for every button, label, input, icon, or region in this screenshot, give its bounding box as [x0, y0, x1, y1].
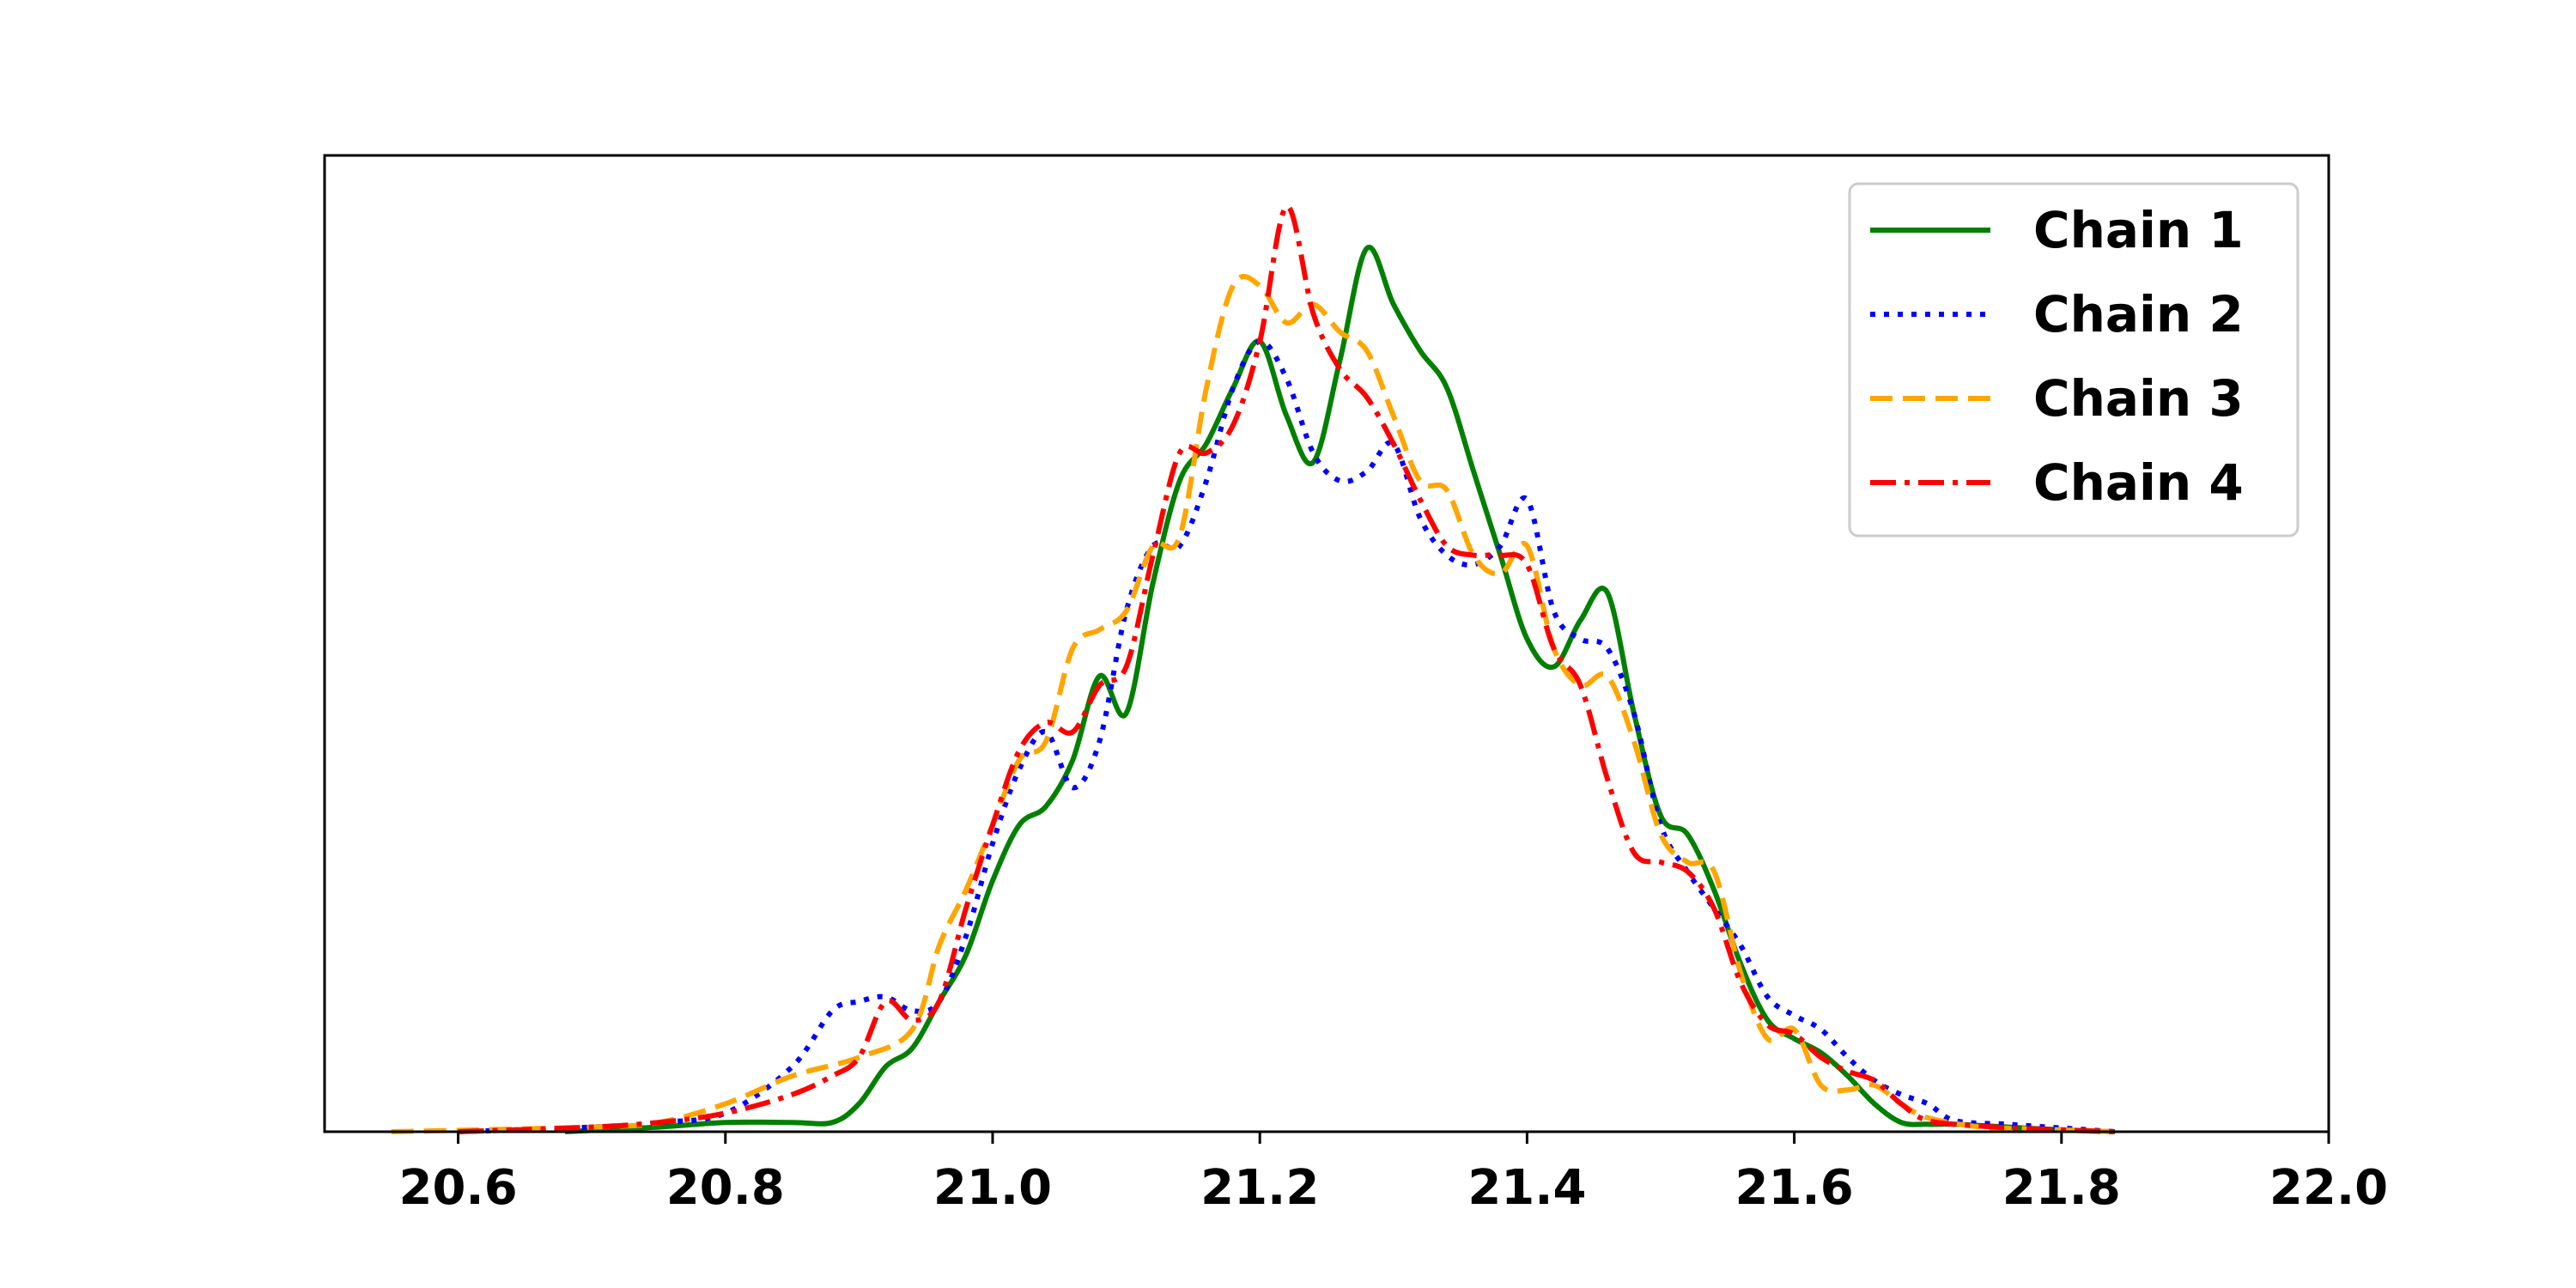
plot-frame [323, 154, 2330, 1133]
x-axis: 20.6 20.8 21.0 21.2 21.4 21.6 21.8 22.0 [399, 1132, 2388, 1216]
x-tick-label: 21.0 [933, 1160, 1052, 1216]
x-tick-label: 20.6 [399, 1160, 518, 1216]
series-line-chain-1 [564, 244, 2116, 1134]
series-layer [391, 204, 2116, 1134]
legend-label-chain-4: Chain 4 [2033, 453, 2244, 512]
series-line-chain-4 [458, 204, 2116, 1134]
legend: Chain 1 Chain 2 Chain 3 Chain 4 [1848, 182, 2300, 538]
x-tick-label: 22.0 [2269, 1160, 2388, 1216]
x-tick-label: 21.4 [1467, 1160, 1586, 1216]
x-tick-label: 21.6 [1735, 1160, 1854, 1216]
x-tick-label: 20.8 [666, 1160, 785, 1216]
series-line-chain-2 [458, 338, 2116, 1134]
legend-label-chain-2: Chain 2 [2033, 285, 2244, 343]
legend-frame [1848, 182, 2300, 538]
series-line-chain-3 [391, 273, 2116, 1134]
legend-label-chain-3: Chain 3 [2033, 369, 2244, 428]
x-tick-label: 21.2 [1200, 1160, 1319, 1216]
legend-label-chain-1: Chain 1 [2033, 201, 2244, 259]
x-tick-label: 21.8 [2002, 1160, 2121, 1216]
